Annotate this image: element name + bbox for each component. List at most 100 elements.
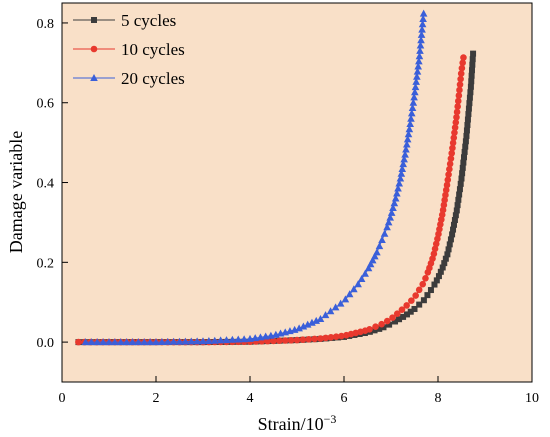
- data-point: [437, 268, 444, 275]
- data-point: [105, 338, 113, 346]
- data-point: [128, 338, 137, 346]
- data-point: [398, 164, 407, 172]
- data-point: [386, 321, 393, 328]
- data-point: [465, 111, 472, 118]
- data-point: [459, 59, 466, 67]
- data-point: [449, 139, 457, 147]
- data-point: [439, 264, 446, 271]
- data-point: [457, 70, 465, 77]
- data-point: [450, 134, 458, 142]
- data-point: [442, 191, 449, 199]
- data-point: [393, 189, 401, 197]
- data-point: [444, 176, 452, 184]
- data-point: [452, 119, 460, 126]
- data-point: [364, 264, 373, 272]
- data-point: [326, 307, 335, 315]
- x-axis-title: Strain/10−3: [258, 412, 337, 434]
- legend-item-3: 20 cycles: [73, 69, 185, 88]
- data-point: [454, 103, 461, 110]
- data-point: [295, 324, 303, 332]
- data-point: [468, 72, 475, 79]
- data-point: [463, 127, 470, 134]
- data-point: [378, 320, 385, 328]
- data-point: [400, 155, 408, 163]
- data-point: [354, 280, 362, 288]
- data-point: [396, 316, 403, 323]
- data-point: [366, 260, 375, 268]
- data-point: [407, 308, 414, 315]
- data-point: [415, 286, 423, 294]
- data-point: [400, 313, 407, 320]
- data-point: [389, 314, 396, 321]
- data-point: [404, 130, 413, 138]
- data-point: [396, 174, 405, 182]
- legend-item-1: 5 cycles: [73, 11, 176, 30]
- data-point: [386, 213, 395, 221]
- data-point: [311, 335, 318, 343]
- data-point: [445, 246, 452, 253]
- data-point: [412, 77, 420, 85]
- data-point: [442, 255, 449, 262]
- data-point: [332, 333, 340, 340]
- data-point: [380, 229, 389, 237]
- data-point: [312, 316, 321, 324]
- data-point: [181, 337, 190, 345]
- data-point: [456, 186, 463, 193]
- data-point: [432, 240, 440, 248]
- data-point: [378, 235, 386, 243]
- x-tick-label: 4: [247, 391, 254, 406]
- data-point: [256, 333, 265, 341]
- axes-layer: 0 2 4 6 8 10 0.0 0.2 0.4 0.6 0.8: [37, 17, 540, 406]
- data-point: [322, 334, 330, 342]
- data-point: [461, 148, 468, 155]
- data-point: [470, 50, 477, 57]
- data-point: [405, 125, 414, 133]
- legend-marker: [91, 17, 97, 23]
- data-point: [451, 217, 458, 224]
- data-point: [446, 241, 453, 248]
- data-point: [468, 78, 475, 85]
- legend-label: 5 cycles: [121, 11, 176, 30]
- data-point: [456, 86, 463, 94]
- data-point: [75, 338, 82, 346]
- data-point: [397, 169, 406, 177]
- data-point: [450, 226, 457, 233]
- data-point: [222, 336, 231, 344]
- data-point: [366, 325, 373, 333]
- data-point: [419, 9, 428, 17]
- data-point: [401, 150, 409, 158]
- data-point: [376, 325, 383, 332]
- data-point: [398, 306, 406, 313]
- data-point: [431, 281, 438, 288]
- data-point: [270, 337, 277, 345]
- data-point: [424, 292, 431, 299]
- data-point: [417, 30, 426, 38]
- data-point: [462, 143, 469, 150]
- data-point: [357, 275, 366, 283]
- data-point: [134, 338, 143, 346]
- data-point: [441, 260, 448, 267]
- data-point: [111, 338, 119, 346]
- legend-label: 10 cycles: [121, 40, 185, 59]
- series-layer: [75, 9, 477, 346]
- y-tick-label: 0.4: [37, 177, 55, 192]
- data-point: [464, 121, 471, 128]
- data-point: [199, 337, 207, 345]
- data-point: [446, 160, 454, 168]
- data-point: [281, 337, 289, 344]
- data-point: [410, 93, 418, 101]
- data-point: [372, 323, 379, 331]
- data-point: [303, 320, 312, 328]
- data-point: [317, 335, 324, 342]
- data-point: [447, 236, 454, 243]
- data-point: [384, 218, 393, 226]
- data-point: [462, 138, 469, 145]
- data-point: [341, 295, 350, 303]
- data-point: [461, 154, 468, 161]
- data-point: [420, 297, 427, 304]
- data-point: [411, 305, 418, 312]
- data-point: [373, 248, 381, 256]
- data-point: [427, 287, 434, 294]
- data-point: [466, 100, 473, 107]
- data-point: [99, 338, 107, 346]
